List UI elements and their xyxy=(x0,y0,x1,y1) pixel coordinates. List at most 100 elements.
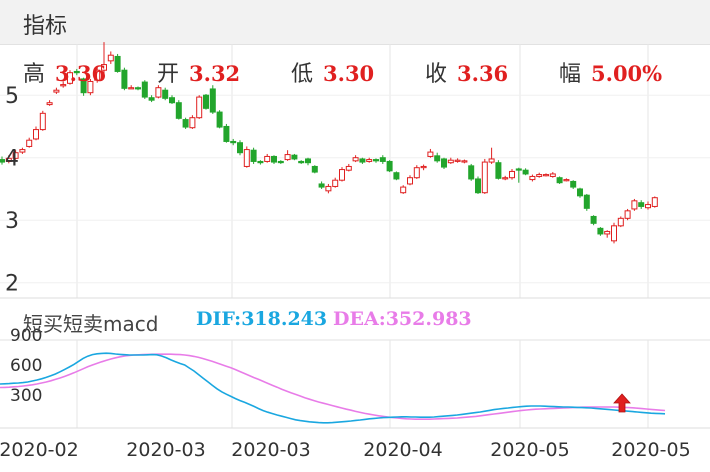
candle xyxy=(481,158,488,194)
candle-body xyxy=(522,169,529,175)
candle xyxy=(243,146,250,168)
candle xyxy=(386,160,393,173)
quote-open-label: 开 xyxy=(157,62,180,87)
candle xyxy=(393,171,400,181)
quote-open-value: 3.32 xyxy=(189,61,241,86)
candle xyxy=(73,68,80,76)
candle-body xyxy=(80,78,87,94)
candle-body xyxy=(345,165,352,171)
candle-body xyxy=(5,157,12,162)
x-tick-label: 2020-05 xyxy=(611,439,690,461)
price-y-tick-label: 2 xyxy=(5,272,19,297)
candle-body xyxy=(332,179,339,187)
candle xyxy=(624,208,631,221)
candle-body xyxy=(577,188,583,197)
candle xyxy=(26,137,33,148)
candle xyxy=(237,140,243,156)
price-y-tick-label: 3 xyxy=(5,209,19,234)
candle xyxy=(19,147,26,154)
candle-body xyxy=(73,70,80,74)
quote-change-label: 幅 xyxy=(559,62,582,87)
candle-body xyxy=(495,162,502,179)
candle-body xyxy=(33,129,39,140)
candle xyxy=(509,168,515,180)
candle xyxy=(577,187,583,198)
candle-body xyxy=(148,97,155,101)
quote-low-label: 低 xyxy=(291,62,314,87)
candle xyxy=(645,201,651,210)
candle xyxy=(536,172,543,178)
candle xyxy=(257,160,264,165)
quote-change: 幅 5.00% xyxy=(559,56,662,88)
macd-title[interactable]: 短买短卖macd xyxy=(23,312,159,336)
candle xyxy=(305,157,311,166)
candle xyxy=(332,177,339,188)
candle-body xyxy=(359,158,366,163)
candle-body xyxy=(291,154,298,160)
candle xyxy=(271,155,277,164)
candle-body xyxy=(264,155,271,162)
candle xyxy=(175,100,182,120)
candle-body xyxy=(107,54,114,62)
candle xyxy=(638,200,645,209)
candle xyxy=(318,181,325,189)
candle-body xyxy=(502,177,509,180)
candle xyxy=(67,70,73,85)
quote-close: 收 3.36 xyxy=(425,56,508,88)
candle-body xyxy=(379,157,386,162)
candle-body xyxy=(162,89,169,99)
candle xyxy=(155,85,162,99)
candle xyxy=(556,176,563,184)
candle xyxy=(495,160,502,180)
candle xyxy=(33,126,39,141)
candle xyxy=(454,158,461,163)
candle-body xyxy=(413,167,420,179)
candle xyxy=(447,157,454,164)
candle xyxy=(80,77,87,96)
quote-high-value: 3.36 xyxy=(55,61,107,86)
candle xyxy=(570,180,577,189)
candle xyxy=(549,172,556,178)
candle-body xyxy=(631,200,638,210)
candle-body xyxy=(645,204,651,209)
candle xyxy=(298,160,305,164)
candle xyxy=(182,117,189,129)
dea-line xyxy=(0,353,666,420)
candle xyxy=(39,110,46,131)
candle-body xyxy=(141,81,148,98)
candle xyxy=(651,196,658,208)
dea-value: DEA:352.983 xyxy=(333,308,472,330)
candle xyxy=(135,86,141,91)
candle xyxy=(94,66,101,83)
candle xyxy=(339,167,345,182)
candle-body xyxy=(0,159,5,163)
quote-change-value: 5.00% xyxy=(591,61,663,86)
candle xyxy=(189,115,196,129)
candle-body xyxy=(407,177,413,185)
candle-body xyxy=(393,172,400,180)
candle-body xyxy=(216,111,223,128)
candle-body xyxy=(373,159,379,162)
candle-body xyxy=(46,102,53,106)
candle xyxy=(475,176,481,194)
quote-low-value: 3.30 xyxy=(323,61,375,86)
candle-body xyxy=(325,185,332,192)
candle-body xyxy=(60,84,67,87)
candle-body xyxy=(481,161,488,194)
candle xyxy=(223,123,230,143)
candle xyxy=(488,147,495,164)
candle-body xyxy=(189,117,196,129)
candle xyxy=(379,155,386,164)
price-y-tick-label: 5 xyxy=(5,84,19,109)
candle xyxy=(60,81,67,88)
candle-body xyxy=(257,160,264,164)
candle-body xyxy=(305,158,311,164)
quote-high-label: 高 xyxy=(23,62,46,87)
candle-body xyxy=(590,215,597,224)
candle xyxy=(277,160,284,164)
buy-signal-arrow-icon xyxy=(613,393,631,413)
candle-body xyxy=(339,169,345,181)
macd-y-tick-label: 300 xyxy=(10,386,42,406)
candle xyxy=(284,150,291,161)
